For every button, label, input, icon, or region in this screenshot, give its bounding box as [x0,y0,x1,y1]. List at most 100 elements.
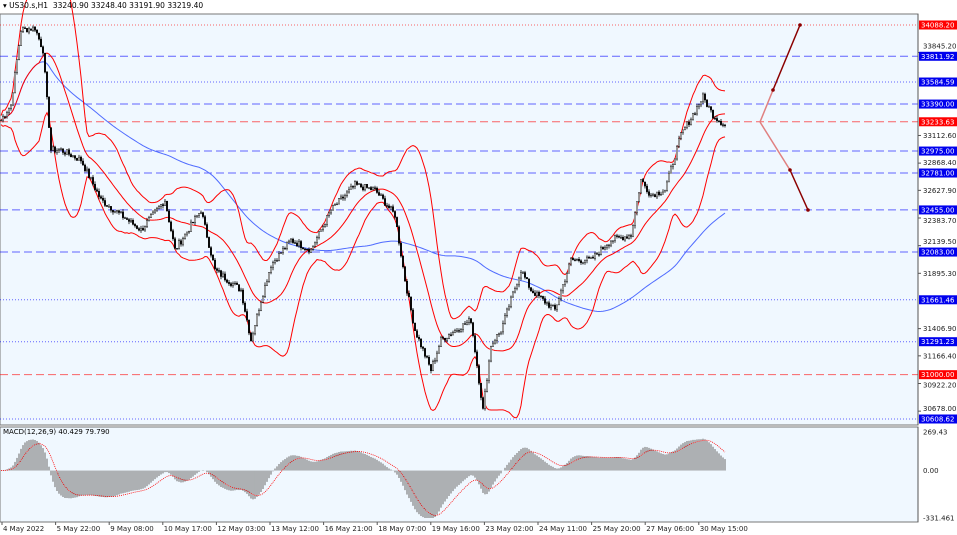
candle [253,325,256,335]
candle [452,332,455,336]
candle [28,28,31,33]
price-level-tag [919,117,957,127]
candle [191,221,194,224]
price-level-label: 31000.00 [921,371,954,379]
candle [20,31,23,46]
candle [256,313,259,326]
candle [586,256,589,262]
candle [592,256,595,259]
candle [508,306,511,310]
price-level-label: 33390.00 [921,101,954,109]
candle [502,322,505,333]
candle [608,244,611,247]
candle [350,186,353,190]
candle [292,238,295,243]
candle [360,183,363,188]
candle [646,185,649,192]
candle [604,247,607,250]
candle [688,121,691,125]
candle [722,124,725,126]
candle [536,291,539,296]
bollinger-middle [0,52,726,352]
candle [542,296,545,299]
candle [482,397,485,409]
price-level-label: 33233.63 [921,118,954,126]
price-level-tag [919,247,957,257]
candle [618,236,621,238]
candle [714,118,717,120]
candle [62,148,65,153]
candle [694,113,697,115]
candle [382,194,385,199]
candle [143,226,146,231]
y-tick-label: 31166.40 [923,352,956,360]
price-level-tag [919,168,957,178]
x-tick-label: 4 May 2022 [3,525,44,533]
candle [684,127,687,131]
candle [330,209,333,214]
price-level-tag [919,205,957,215]
candle [576,259,579,261]
candle [486,380,489,392]
candle [578,259,581,261]
candle [42,46,45,54]
candle [147,217,150,221]
candle [34,26,37,31]
candle [582,262,585,264]
candle [456,330,459,332]
candle [266,281,269,286]
candle [169,221,172,231]
candle [590,256,593,259]
candle [306,248,309,251]
candle [364,184,367,191]
candle [682,129,685,133]
price-level-label: 30608.62 [921,416,954,424]
price-level-tag [919,99,957,109]
candle [636,201,639,214]
candle [87,168,90,178]
candle [328,212,331,216]
candle [424,348,427,357]
candle [572,258,575,260]
candle [358,183,361,185]
candle [99,196,102,199]
candle [229,283,232,286]
candle [454,330,457,333]
candle [46,71,49,98]
candle [133,224,136,227]
candle [207,237,210,248]
candle [338,198,341,205]
candle [522,272,525,274]
x-tick-label: 13 May 12:00 [271,525,319,533]
candle [97,191,100,197]
candle [630,235,633,237]
candle [71,155,74,158]
candle [322,226,325,231]
candle [460,329,463,332]
candle [584,260,587,263]
candle [390,206,393,208]
candle [332,204,335,211]
candle [670,166,673,174]
candle [233,282,236,285]
candle [149,214,152,218]
candle [352,186,355,188]
candle [468,318,471,323]
candle [622,237,625,241]
candle [680,132,683,139]
candle [686,121,689,128]
candle [500,331,503,334]
candle [662,191,665,195]
x-tick-label: 18 May 07:00 [378,525,426,533]
candle [548,302,551,308]
candle [642,179,645,183]
candle [310,249,313,253]
candle [318,231,321,238]
candle [5,112,8,117]
candle [588,256,591,259]
candle [290,238,293,242]
candle [195,215,198,217]
moving-average-line [0,61,726,313]
candle [38,32,41,40]
